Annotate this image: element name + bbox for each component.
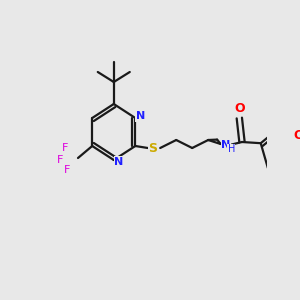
Text: N: N — [136, 111, 145, 121]
Text: N: N — [115, 157, 124, 167]
Text: O: O — [234, 103, 244, 116]
Text: F: F — [62, 143, 69, 153]
Text: H: H — [228, 144, 235, 154]
Text: F: F — [57, 155, 63, 165]
Text: O: O — [293, 129, 300, 142]
Text: N: N — [221, 140, 231, 150]
Text: S: S — [148, 142, 158, 154]
Text: F: F — [64, 165, 70, 175]
